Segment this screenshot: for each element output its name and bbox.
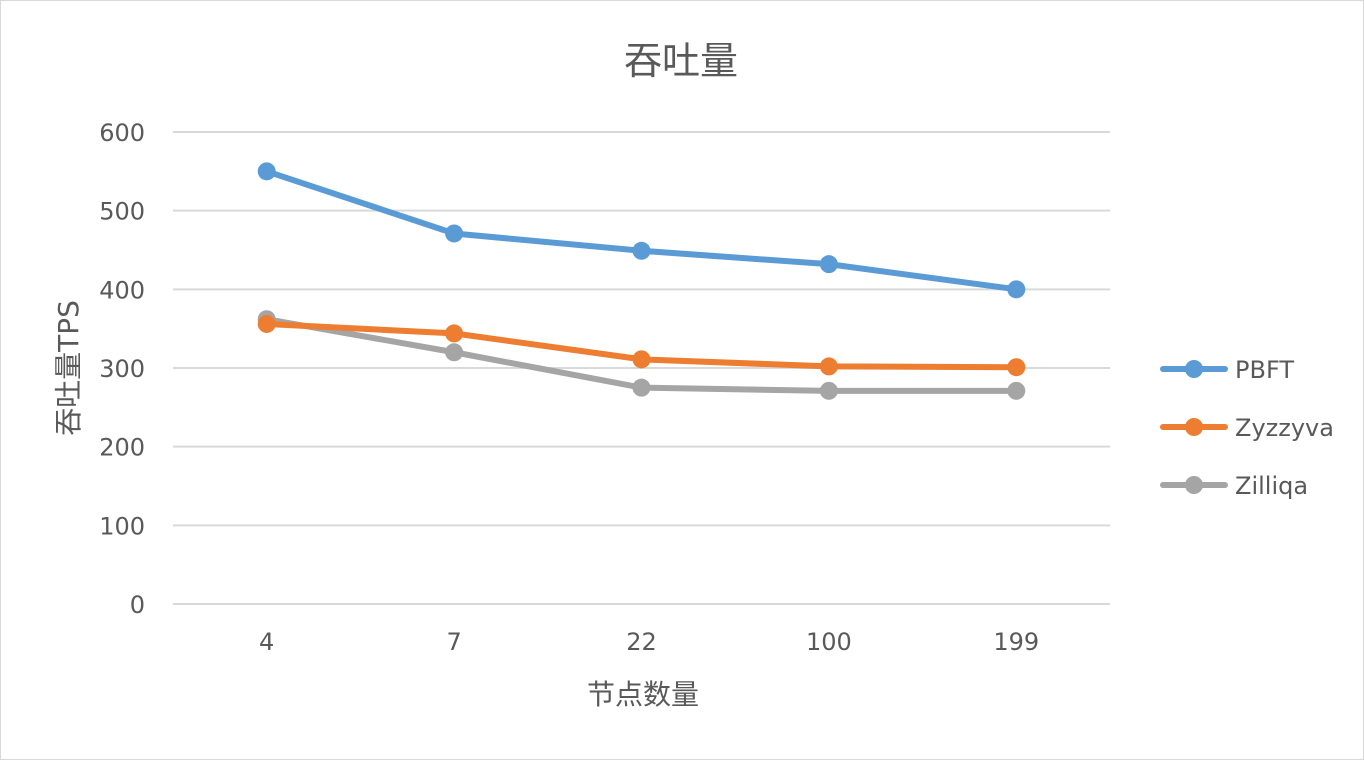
data-point-pbft — [445, 224, 464, 243]
legend-swatch-marker — [1185, 476, 1203, 494]
x-tick-label: 22 — [626, 628, 657, 656]
legend-swatch-marker — [1185, 360, 1203, 378]
data-point-zyzzyva — [1007, 358, 1026, 377]
data-point-zilliqa — [819, 381, 838, 400]
data-point-zyzzyva — [632, 350, 651, 369]
legend-swatch-marker — [1185, 418, 1203, 436]
data-point-pbft — [257, 162, 276, 181]
series-line-pbft — [263, 168, 1020, 293]
legend-label: Zilliqa — [1235, 472, 1308, 500]
legend-label: Zyzzyva — [1235, 414, 1334, 442]
data-point-pbft — [1007, 280, 1026, 299]
data-point-zyzzyva — [445, 324, 464, 343]
y-tick-label: 200 — [99, 434, 145, 462]
y-axis-ticks: 0 100 200 300 400 500 600 — [99, 119, 145, 619]
series-layer — [257, 162, 1026, 400]
y-tick-label: 400 — [99, 276, 145, 304]
data-point-zyzzyva — [257, 314, 276, 333]
data-point-pbft — [819, 255, 838, 274]
legend-item-pbft: PBFT — [1160, 356, 1294, 384]
legend-item-zilliqa: Zilliqa — [1160, 472, 1308, 500]
chart-title: 吞吐量 — [624, 39, 738, 83]
y-tick-label: 300 — [99, 355, 145, 383]
data-point-zilliqa — [445, 343, 464, 362]
series-pbft — [257, 162, 1026, 299]
x-axis-ticks: 4 7 22 100 199 — [259, 628, 1039, 656]
x-tick-label: 199 — [993, 628, 1039, 656]
y-tick-label: 100 — [99, 512, 145, 540]
data-point-zilliqa — [632, 378, 651, 397]
y-tick-label: 500 — [99, 198, 145, 226]
x-axis-title: 节点数量 — [587, 678, 699, 711]
legend-label: PBFT — [1235, 356, 1294, 384]
y-tick-label: 0 — [130, 591, 145, 619]
x-tick-label: 7 — [446, 628, 461, 656]
legend-item-zyzzyva: Zyzzyva — [1160, 414, 1334, 442]
series-zyzzyva — [257, 314, 1026, 377]
data-point-zilliqa — [1007, 381, 1026, 400]
x-tick-label: 4 — [259, 628, 274, 656]
legend: PBFT Zyzzyva Zilliqa — [1160, 356, 1334, 500]
y-tick-label: 600 — [99, 119, 145, 147]
data-point-pbft — [632, 241, 651, 260]
gridlines — [173, 131, 1110, 605]
y-axis-title: 吞吐量TPS — [52, 300, 85, 436]
data-point-zyzzyva — [819, 357, 838, 376]
x-tick-label: 100 — [806, 628, 852, 656]
